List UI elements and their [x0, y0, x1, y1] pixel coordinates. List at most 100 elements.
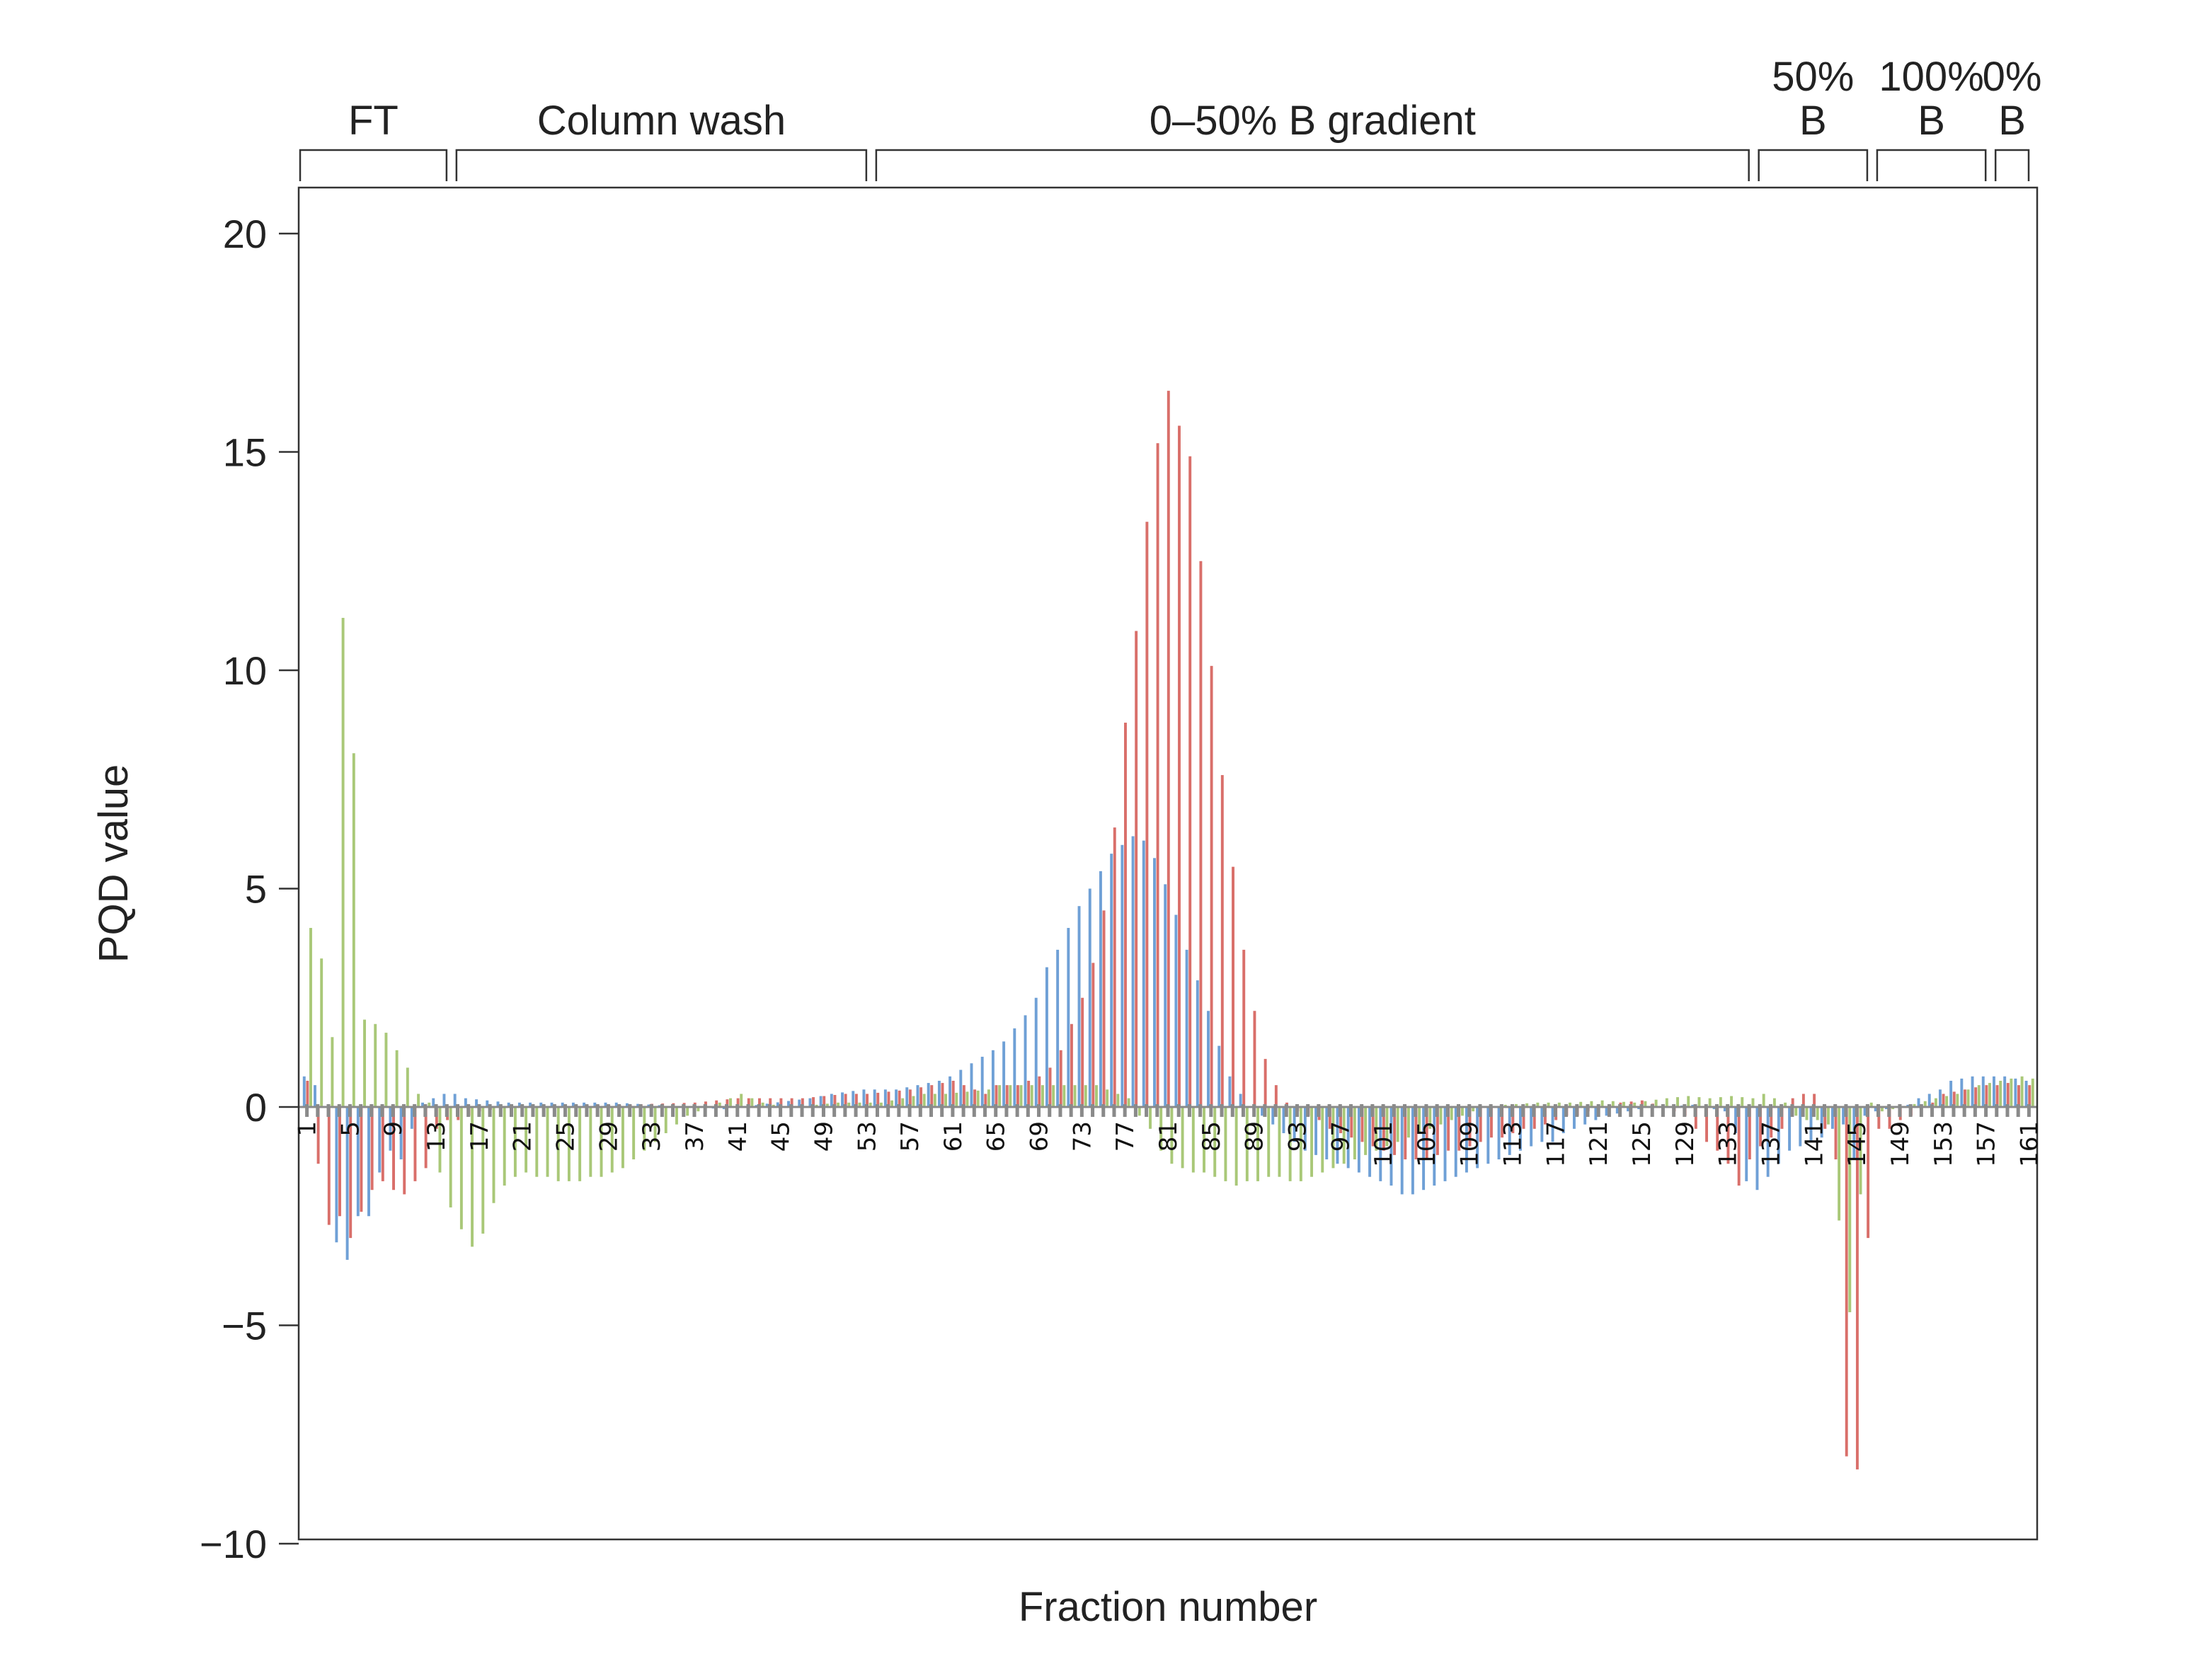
bar-series1-fraction-2 [314, 1085, 316, 1107]
bar-series1-fraction-64 [980, 1057, 984, 1107]
zero-marker-42 [746, 1104, 750, 1117]
bar-series3-fraction-17 [481, 1107, 485, 1234]
bar-series3-fraction-144 [1848, 1107, 1852, 1312]
bar-series3-fraction-6 [363, 1019, 366, 1107]
bar-series3-fraction-108 [1460, 1107, 1464, 1116]
zero-marker-150 [1908, 1104, 1913, 1117]
zero-marker-74 [1091, 1104, 1095, 1117]
bar-series1-fraction-101 [1379, 1107, 1382, 1181]
x-axis-ticks: 1 5 9 13 17 21 25 29 33 37 41 45 49 53 57 61 65 69 73 77 81 8… [294, 1121, 2044, 1167]
bar-series1-fraction-22 [529, 1102, 532, 1107]
bar-series1-fraction-21 [517, 1102, 521, 1107]
bar-series3-fraction-117 [1557, 1102, 1561, 1107]
zero-marker-139 [1790, 1104, 1794, 1117]
bar-series3-fraction-16 [471, 1107, 474, 1247]
bar-series3-fraction-13 [438, 1107, 442, 1173]
bar-series1-fraction-51 [841, 1092, 844, 1107]
zero-marker-143 [1833, 1104, 1838, 1117]
zero-marker-146 [1865, 1104, 1869, 1117]
bar-series3-fraction-5 [352, 753, 355, 1107]
zero-marker-67 [1015, 1104, 1019, 1117]
bar-series3-fraction-138 [1784, 1102, 1787, 1107]
bar-series2-fraction-144 [1845, 1107, 1848, 1457]
bar-series3-fraction-68 [1030, 1085, 1033, 1107]
x-tick-label: 49 [810, 1121, 838, 1152]
bar-series1-fraction-88 [1239, 1094, 1242, 1107]
bar-series2-fraction-75 [1102, 910, 1106, 1107]
zero-marker-125 [1639, 1104, 1644, 1117]
x-tick-label: 61 [939, 1121, 968, 1152]
bar-series1-fraction-114 [1518, 1107, 1522, 1151]
bar-series2-fraction-76 [1113, 827, 1116, 1107]
zero-marker-15 [455, 1104, 459, 1117]
bar-series2-fraction-97 [1339, 1107, 1343, 1134]
bar-series3-fraction-122 [1611, 1101, 1615, 1107]
bar-series1-fraction-78 [1131, 836, 1135, 1107]
bar-series2-fraction-131 [1705, 1107, 1708, 1142]
bar-series2-fraction-125 [1640, 1100, 1644, 1107]
bar-series1-fraction-123 [1615, 1107, 1619, 1114]
bar-series1-fraction-23 [539, 1102, 543, 1107]
bar-series2-fraction-105 [1425, 1107, 1428, 1160]
bar-series3-fraction-71 [1062, 1085, 1066, 1107]
zero-marker-63 [972, 1104, 976, 1117]
bar-series1-fraction-110 [1476, 1107, 1479, 1169]
bar-series3-fraction-32 [643, 1107, 646, 1151]
bar-series1-fraction-92 [1282, 1107, 1285, 1134]
bar-series2-fraction-58 [919, 1087, 923, 1107]
zero-marker-153 [1941, 1104, 1945, 1117]
x-tick-label: 145 [1843, 1121, 1872, 1167]
bar-series2-fraction-142 [1823, 1107, 1827, 1129]
zero-marker-37 [692, 1104, 697, 1117]
zero-marker-61 [951, 1104, 955, 1117]
zero-marker-43 [757, 1104, 761, 1117]
x-tick-label: 13 [423, 1121, 451, 1152]
zero-marker-115 [1532, 1104, 1536, 1117]
bar-series3-fraction-94 [1310, 1107, 1314, 1177]
zero-marker-119 [1575, 1104, 1579, 1117]
bar-series3-fraction-116 [1547, 1102, 1550, 1107]
bar-series1-fraction-67 [1013, 1028, 1016, 1107]
region-label: B [1998, 98, 2026, 144]
zero-marker-38 [703, 1104, 707, 1117]
bar-series3-fraction-137 [1772, 1098, 1776, 1107]
x-tick-label: 77 [1111, 1121, 1140, 1152]
bar-series3-fraction-85 [1213, 1107, 1217, 1177]
bar-series1-fraction-65 [991, 1050, 995, 1107]
y-axis: 20 15 10 5 0 −5 −10 [200, 212, 299, 1566]
x-tick-label: 109 [1456, 1121, 1484, 1167]
bar-series1-fraction-82 [1174, 914, 1178, 1107]
zero-marker-51 [843, 1104, 847, 1117]
zero-marker-116 [1542, 1104, 1547, 1117]
bar-series3-fraction-39 [718, 1102, 721, 1107]
bar-series1-fraction-161 [2024, 1080, 2028, 1107]
region-bracket-4 [1876, 149, 1987, 181]
bar-series1-fraction-62 [959, 1069, 963, 1107]
bar-series1-fraction-158 [1993, 1076, 1995, 1107]
bar-series1-fraction-60 [937, 1080, 941, 1107]
bar-series2-fraction-135 [1748, 1107, 1751, 1160]
bar-series3-fraction-118 [1569, 1102, 1571, 1107]
bar-series2-fraction-65 [995, 1085, 998, 1107]
x-tick-label: 141 [1800, 1121, 1828, 1167]
x-tick-label: 9 [379, 1121, 408, 1137]
zero-marker-120 [1586, 1104, 1590, 1117]
bar-series2-fraction-74 [1091, 963, 1095, 1107]
bar-series2-fraction-111 [1489, 1107, 1493, 1138]
zero-marker-34 [660, 1104, 664, 1117]
bar-series2-fraction-113 [1511, 1107, 1515, 1134]
bar-series3-fraction-143 [1838, 1107, 1841, 1221]
bar-series3-fraction-69 [1041, 1085, 1044, 1107]
bar-series3-fraction-93 [1299, 1107, 1302, 1181]
bar-series2-fraction-53 [866, 1094, 869, 1107]
bar-series3-fraction-53 [869, 1102, 872, 1107]
bar-series2-fraction-54 [876, 1092, 880, 1107]
x-tick-label: 53 [853, 1121, 881, 1152]
bar-series3-fraction-102 [1396, 1107, 1399, 1142]
bar-series1-fraction-11 [410, 1107, 413, 1129]
bar-series3-fraction-123 [1622, 1101, 1625, 1107]
zero-marker-145 [1855, 1104, 1859, 1117]
bar-series3-fraction-27 [589, 1107, 592, 1177]
bar-series1-fraction-134 [1734, 1107, 1738, 1134]
zero-marker-156 [1973, 1104, 1977, 1117]
